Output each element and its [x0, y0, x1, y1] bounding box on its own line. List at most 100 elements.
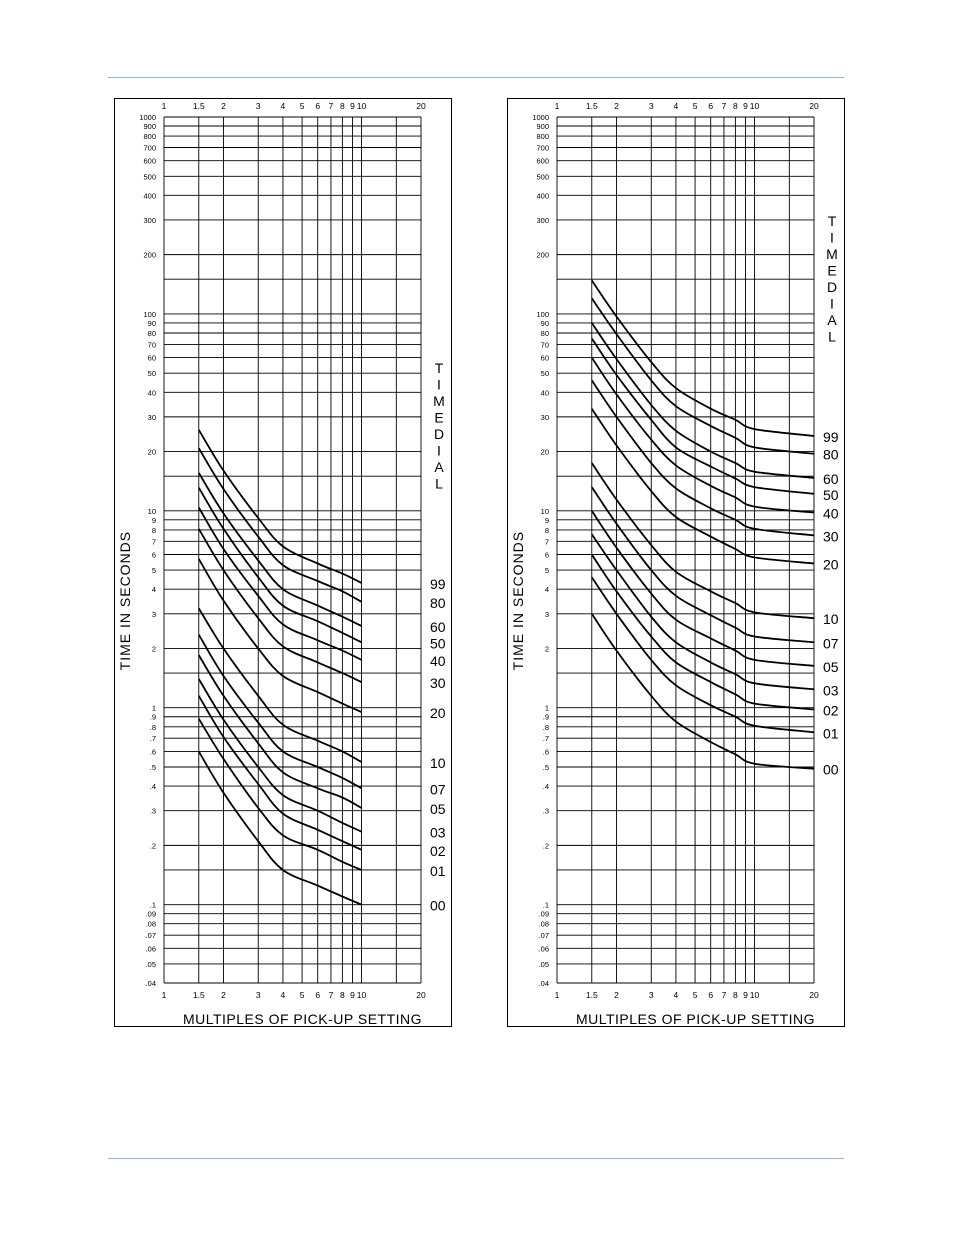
- y-tick-label: 4: [545, 585, 549, 594]
- x-tick-label-bottom: 20: [416, 990, 426, 1000]
- chart-right-svg: 111.51.522334455667788991010202010009008…: [507, 98, 845, 1027]
- x-tick-label-top: 20: [416, 101, 426, 111]
- y-tick-label: 5: [152, 566, 156, 575]
- y-tick-label: 700: [536, 144, 549, 153]
- y-tick-label: 4: [152, 585, 156, 594]
- curve-02: [591, 553, 815, 711]
- y-tick-label: .8: [543, 723, 549, 732]
- x-axis-label: MULTIPLES OF PICK-UP SETTING: [183, 1011, 422, 1027]
- y-tick-label: 8: [545, 526, 549, 535]
- curve-99: [198, 429, 362, 584]
- y-tick-label: 9: [545, 516, 549, 525]
- y-tick-label: 70: [541, 340, 549, 349]
- header-rule: [108, 77, 844, 78]
- y-tick-label: .6: [543, 747, 549, 756]
- curve-10: [198, 607, 362, 763]
- y-tick-label: 90: [541, 319, 549, 328]
- y-tick-label: 90: [148, 319, 156, 328]
- y-tick-label: .06: [539, 944, 549, 953]
- dial-label-letter: E: [827, 262, 836, 278]
- curve-07: [591, 486, 815, 644]
- y-tick-label: 400: [143, 191, 156, 200]
- y-tick-label: 60: [541, 354, 549, 363]
- x-tick-label-top: 1: [162, 101, 167, 111]
- x-axis-label: MULTIPLES OF PICK-UP SETTING: [576, 1011, 815, 1027]
- y-tick-label: .7: [150, 734, 156, 743]
- x-tick-label-top: 2: [221, 101, 226, 111]
- y-tick-label: 200: [143, 251, 156, 260]
- x-tick-label-top: 7: [722, 101, 727, 111]
- curve-20: [198, 558, 362, 713]
- x-tick-label-top: 5: [300, 101, 305, 111]
- curve-20: [591, 408, 815, 565]
- y-tick-label: .4: [150, 782, 156, 791]
- series-label: 60: [430, 619, 446, 635]
- x-tick-label-top: 2: [614, 101, 619, 111]
- x-tick-label-top: 10: [750, 101, 760, 111]
- y-tick-label: 9: [152, 516, 156, 525]
- curves: [198, 429, 362, 906]
- y-tick-label: 800: [536, 132, 549, 141]
- y-tick-label: .6: [150, 747, 156, 756]
- y-tick-label: 300: [143, 216, 156, 225]
- dial-label-letter: D: [827, 279, 837, 295]
- series-label: 30: [430, 675, 446, 691]
- x-tick-label-bottom: 3: [256, 990, 261, 1000]
- x-tick-label-top: 10: [357, 101, 367, 111]
- curve-05: [591, 510, 815, 667]
- y-tick-label: .1: [150, 901, 156, 910]
- y-tick-label: 1: [152, 704, 156, 713]
- y-tick-label: 20: [541, 448, 549, 457]
- y-tick-label: .9: [150, 713, 156, 722]
- y-tick-label: 400: [536, 191, 549, 200]
- series-label: 20: [430, 705, 446, 721]
- curve-10: [591, 462, 815, 620]
- y-tick-label: .05: [539, 960, 549, 969]
- dial-label-letter: E: [434, 409, 443, 425]
- y-tick-label: 80: [541, 329, 549, 338]
- curve-60: [198, 472, 362, 627]
- y-tick-label: .5: [543, 763, 549, 772]
- x-tick-label-top: 7: [329, 101, 334, 111]
- dial-label-letter: M: [433, 393, 445, 409]
- series-label: 05: [430, 801, 446, 817]
- y-tick-label: .3: [543, 807, 549, 816]
- chart-left: 1 1 1.5 1.5 2 2 3 3 4 4 5 5 6 6 7 7 8 8 9 9 10 10 20 20 1000 900 8…: [114, 98, 452, 1027]
- y-tick-label: .04: [539, 979, 549, 988]
- y-tick-label: 10: [148, 507, 156, 516]
- x-tick-label-bottom: 7: [329, 990, 334, 1000]
- y-tick-label: .07: [539, 931, 549, 940]
- x-tick-label-top: 8: [733, 101, 738, 111]
- y-tick-label: 600: [536, 157, 549, 166]
- x-tick-label-top: 6: [315, 101, 320, 111]
- dial-label-letter: M: [826, 246, 838, 262]
- curve-60: [591, 322, 815, 479]
- curve-50: [198, 487, 362, 644]
- y-tick-label: 40: [541, 388, 549, 397]
- y-tick-label: 10: [541, 507, 549, 516]
- series-label: 40: [823, 506, 839, 522]
- series-label: 01: [823, 725, 839, 741]
- x-tick-label-top: 1.5: [193, 101, 205, 111]
- dial-label-letter: I: [437, 376, 441, 392]
- y-tick-label: 50: [541, 369, 549, 378]
- x-tick-label-bottom: 3: [649, 990, 654, 1000]
- x-tick-label-top: 1: [555, 101, 560, 111]
- x-tick-label-bottom: 6: [708, 990, 713, 1000]
- x-tick-label-bottom: 20: [809, 990, 819, 1000]
- x-tick-label-top: 3: [649, 101, 654, 111]
- y-tick-label: .1: [543, 901, 549, 910]
- y-tick-label: 900: [143, 122, 156, 131]
- x-tick-label-bottom: 5: [693, 990, 698, 1000]
- y-axis-label: TIME IN SECONDS: [510, 531, 526, 670]
- curve-01: [198, 718, 362, 871]
- curve-80: [591, 297, 815, 455]
- series-label: 00: [823, 762, 839, 778]
- y-tick-label: 7: [152, 537, 156, 546]
- curve-30: [198, 528, 362, 683]
- curve-01: [591, 576, 815, 734]
- y-tick-label: 500: [143, 172, 156, 181]
- x-tick-label-top: 9: [350, 101, 355, 111]
- y-tick-label: 600: [143, 157, 156, 166]
- y-tick-label: 1000: [139, 113, 156, 122]
